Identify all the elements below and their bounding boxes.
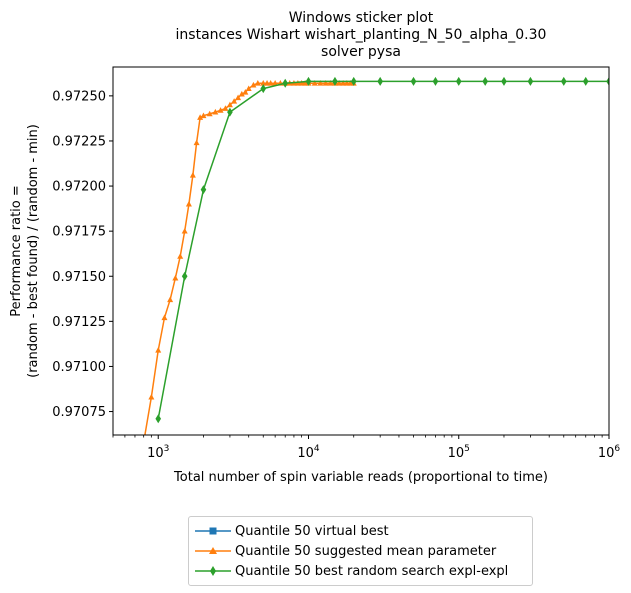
series-3-point <box>377 76 383 86</box>
chart-title-line-2: instances Wishart wishart_planting_N_50_… <box>176 27 547 43</box>
series-2-point <box>217 107 224 113</box>
series-3-point <box>482 76 489 86</box>
series-3-point <box>260 84 267 94</box>
x-tick-label: 104 <box>297 444 320 461</box>
chart-title-line-3: solver pysa <box>321 44 401 60</box>
series-3-point <box>227 107 233 117</box>
series-3-point <box>455 76 462 86</box>
series-2-point <box>327 80 334 86</box>
plot-area <box>141 76 609 445</box>
y-axis-label: Performance ratio = (random - best found)… <box>9 124 41 378</box>
series-2-point <box>212 108 219 115</box>
series-2-point <box>260 80 267 86</box>
series-2-point <box>245 85 252 92</box>
series-2-point <box>267 80 274 86</box>
legend-label-random-search: Quantile 50 best random search expl-expl <box>235 563 509 579</box>
x-tick-label: 105 <box>448 444 470 461</box>
axes-frame <box>112 66 610 436</box>
series-2-point <box>177 253 184 259</box>
series-2-point <box>161 314 168 321</box>
series-2-point <box>231 98 238 104</box>
series-3-point <box>606 76 609 86</box>
series-line-3 <box>157 80 609 419</box>
legend: Quantile 50 virtual best Quantile 50 sug… <box>188 516 533 586</box>
y-axis-label-line-1: Performance ratio = <box>9 185 24 317</box>
series-2-point <box>250 81 257 88</box>
series-2-point <box>235 94 242 101</box>
legend-swatch-suggested-mean <box>195 547 231 554</box>
legend-item-random-search: Quantile 50 best random search expl-expl <box>189 561 508 581</box>
series-2-point <box>155 347 162 353</box>
y-tick-label: 0.97075 <box>52 405 106 420</box>
y-tick-label: 0.97250 <box>52 89 106 104</box>
series-2-point <box>254 80 261 86</box>
y-tick-label: 0.97100 <box>52 360 106 375</box>
series-line-2 <box>144 82 354 435</box>
series-2-point <box>148 393 155 400</box>
series-2-point <box>272 80 279 86</box>
series-2-point <box>200 112 207 119</box>
legend-label-suggested-mean: Quantile 50 suggested mean parameter <box>235 543 497 559</box>
y-tick-label: 0.97150 <box>52 270 106 285</box>
series-3-point <box>155 414 162 424</box>
series-2-point <box>172 274 179 281</box>
series-3-point <box>332 76 338 86</box>
series-2-point <box>317 80 324 86</box>
series-2-point <box>222 105 229 111</box>
series-3-point <box>200 185 207 195</box>
y-tick-label: 0.97200 <box>52 180 106 195</box>
legend-label-virtual-best: Quantile 50 virtual best <box>235 523 389 539</box>
series-2-point <box>181 227 188 234</box>
series-layer <box>141 76 609 445</box>
y-tick-label: 0.97125 <box>52 315 106 330</box>
series-2-point <box>311 80 318 86</box>
axes: 0.97075 0.97100 0.97125 0.97150 0.97175 0.972… <box>52 66 621 461</box>
series-2-point <box>322 80 329 86</box>
series-2-point <box>185 200 192 207</box>
y-tick-label: 0.97175 <box>52 225 106 240</box>
series-2-point <box>336 80 343 86</box>
series-2-point <box>193 139 200 146</box>
legend-item-virtual-best: Quantile 50 virtual best <box>189 521 389 541</box>
legend-swatch-random-search <box>195 566 231 576</box>
series-2-point <box>189 172 196 178</box>
series-3-point <box>282 78 289 88</box>
series-2-point <box>238 90 245 97</box>
series-3-point <box>410 76 417 86</box>
series-3-point <box>560 76 567 86</box>
legend-swatch-virtual-best <box>195 527 231 535</box>
series-2-point <box>242 89 249 95</box>
legend-item-suggested-mean: Quantile 50 suggested mean parameter <box>189 541 496 561</box>
series-2-point <box>167 296 174 303</box>
series-3-point <box>432 76 439 86</box>
x-tick-label: 106 <box>598 444 621 461</box>
series-3-point <box>181 271 188 281</box>
series-3-point <box>350 76 357 86</box>
x-tick-label: 103 <box>147 444 169 461</box>
series-3-point <box>501 76 507 86</box>
series-2-point <box>206 110 213 117</box>
series-3-point <box>527 76 534 86</box>
chart-title-line-1: Windows sticker plot <box>289 10 434 26</box>
series-3-point <box>305 76 312 86</box>
series-2-point <box>141 439 147 445</box>
y-axis-label-line-2: (random - best found) / (random - min) <box>26 124 41 378</box>
x-axis-label: Total number of spin variable reads (pro… <box>173 470 548 485</box>
series-2-point <box>226 101 233 108</box>
y-tick-label: 0.97225 <box>52 134 106 149</box>
series-2-point <box>197 114 204 120</box>
series-3-point <box>582 76 589 86</box>
